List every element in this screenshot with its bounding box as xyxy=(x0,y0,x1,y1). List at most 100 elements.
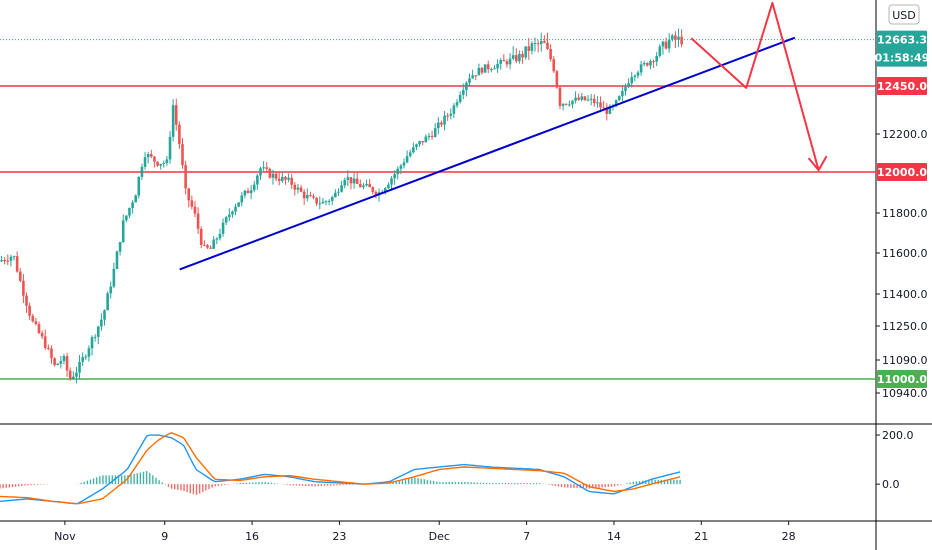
candle-body xyxy=(458,94,462,103)
candle-body xyxy=(530,43,534,51)
candle-body xyxy=(37,323,41,334)
signal-line[interactable] xyxy=(0,432,681,505)
candle-body xyxy=(496,63,499,69)
candle-body xyxy=(243,190,247,196)
candle-body xyxy=(359,183,362,188)
candle-body xyxy=(433,128,437,137)
candle-body xyxy=(137,176,141,196)
projection-path[interactable] xyxy=(690,1,820,171)
candle-body xyxy=(415,144,418,148)
candle-body xyxy=(340,185,343,192)
candle-body xyxy=(171,105,175,137)
candle-body xyxy=(65,356,69,371)
candle-body xyxy=(112,268,116,287)
candle-body xyxy=(240,195,244,203)
level-badge-bg xyxy=(877,370,927,388)
candle-body xyxy=(670,35,674,40)
candle-body xyxy=(508,58,512,65)
candle-body xyxy=(203,244,206,246)
level-badge-label: 12000.0 xyxy=(877,166,927,179)
trendline[interactable] xyxy=(179,36,796,271)
candle-body xyxy=(549,48,552,60)
candle-body xyxy=(296,187,300,190)
candle-body xyxy=(393,174,396,179)
candle-body xyxy=(184,165,187,189)
candle-body xyxy=(405,156,409,163)
candle-body xyxy=(412,147,415,153)
candle-body xyxy=(468,78,471,83)
price-tick-label: 10940.0 xyxy=(882,387,928,400)
candle-body xyxy=(143,157,147,167)
time-tick-label: 7 xyxy=(523,530,530,543)
candle-body xyxy=(639,64,643,73)
candle-body xyxy=(589,98,593,100)
price-tick-label: 12200.0 xyxy=(882,128,928,141)
candle-body xyxy=(455,102,459,106)
candle-body xyxy=(299,187,303,192)
candle-body xyxy=(22,280,25,296)
candle-body xyxy=(636,72,640,76)
candle-body xyxy=(502,60,506,62)
candle-body xyxy=(443,115,446,125)
candle-body xyxy=(3,259,6,261)
candle-body xyxy=(477,67,481,76)
countdown-label: 01:58:49 xyxy=(875,52,930,65)
candle-body xyxy=(614,100,618,106)
candle-body xyxy=(568,104,571,106)
candle-body xyxy=(349,177,353,184)
candle-body xyxy=(181,144,184,166)
candle-body xyxy=(18,271,22,281)
candle-body xyxy=(480,67,484,73)
candle-body xyxy=(483,64,487,73)
candle-body xyxy=(53,358,56,366)
candle-body xyxy=(106,293,109,311)
last-price-badge-bg xyxy=(877,30,927,67)
candle-body xyxy=(318,203,322,205)
candle-body xyxy=(252,184,256,191)
candle-body xyxy=(337,191,340,193)
macd-tick-label: 0.0 xyxy=(882,478,900,491)
price-tick-label: 11600.0 xyxy=(882,247,928,260)
candle-body xyxy=(352,178,356,184)
candle-body xyxy=(162,162,166,164)
candle-body xyxy=(649,61,652,66)
candle-body xyxy=(527,46,531,51)
macd-tick-label: 200.0 xyxy=(882,429,914,442)
candle-body xyxy=(571,100,574,105)
candle-body xyxy=(125,215,128,221)
candle-body xyxy=(9,256,13,261)
price-tick-label: 11250.0 xyxy=(882,320,928,333)
macd-line[interactable] xyxy=(0,434,681,505)
candle-body xyxy=(486,64,490,70)
candle-body xyxy=(511,55,515,59)
candle-body xyxy=(543,41,546,43)
candle-body xyxy=(383,188,387,193)
candle-body xyxy=(153,156,156,162)
candle-body xyxy=(287,177,290,180)
candle-body xyxy=(465,82,468,91)
candle-body xyxy=(421,141,425,143)
candle-body xyxy=(371,187,375,193)
candle-body xyxy=(165,159,169,163)
candle-body xyxy=(262,167,265,169)
candle-body xyxy=(387,184,390,189)
candle-body xyxy=(418,141,421,145)
candle-body xyxy=(402,162,406,166)
candle-body xyxy=(667,39,671,49)
candle-body xyxy=(156,161,159,166)
candle-body xyxy=(452,105,456,114)
currency-button[interactable] xyxy=(888,4,920,25)
candle-body xyxy=(583,96,587,101)
candle-body xyxy=(390,178,393,185)
candle-body xyxy=(661,41,665,47)
candle-body xyxy=(140,166,144,177)
candle-body xyxy=(521,53,524,58)
candle-body xyxy=(461,90,465,95)
candle-body xyxy=(174,105,178,125)
candle-body xyxy=(224,217,228,223)
candle-body xyxy=(617,96,621,101)
candle-body xyxy=(321,201,325,204)
candle-body xyxy=(134,195,138,203)
